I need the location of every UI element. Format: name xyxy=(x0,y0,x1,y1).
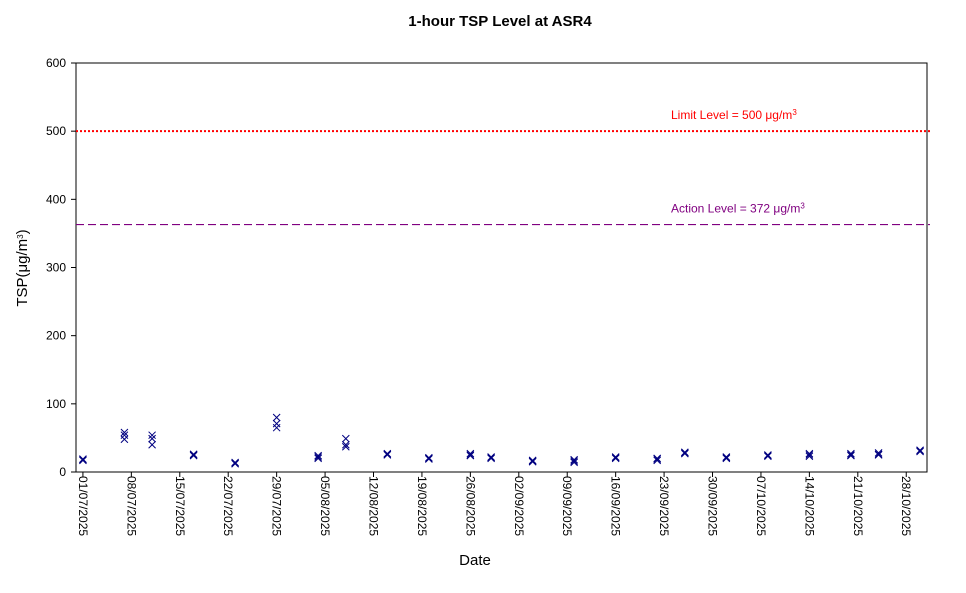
data-point xyxy=(722,454,731,463)
data-point xyxy=(805,452,814,461)
data-point xyxy=(611,453,620,462)
x-tick-label: 12/08/2025 xyxy=(367,476,381,536)
data-point xyxy=(425,455,433,463)
x-tick-label: 15/07/2025 xyxy=(173,476,187,536)
data-point xyxy=(341,434,350,443)
limit-level-label: Limit Level = 500 μg/m3 xyxy=(671,108,797,123)
x-tick-label: 01/07/2025 xyxy=(76,476,90,536)
x-axis: 01/07/2025 08/07/2025 15/07/2025 22/07/2025… xyxy=(76,472,913,536)
y-axis-label: TSP(μg/m3) xyxy=(14,229,31,306)
data-point xyxy=(528,456,537,465)
plot-area xyxy=(75,62,928,473)
data-point xyxy=(120,428,129,437)
data-point xyxy=(874,450,883,459)
x-axis-label: Date xyxy=(459,552,491,569)
x-tick-label: 09/09/2025 xyxy=(560,476,574,536)
data-point xyxy=(570,458,578,467)
action-level-label: Action Level = 372 μg/m3 xyxy=(671,201,805,216)
y-tick-label: 100 xyxy=(46,397,66,411)
x-tick-label: 08/07/2025 xyxy=(124,476,138,536)
x-tick-label: 22/07/2025 xyxy=(221,476,235,536)
x-tick-label: 02/09/2025 xyxy=(512,476,526,536)
data-point xyxy=(570,455,578,464)
y-tick-label: 300 xyxy=(46,261,66,275)
y-tick-label: 0 xyxy=(59,465,66,479)
data-point xyxy=(189,451,198,459)
data-point xyxy=(653,454,662,463)
y-axis-label-main: TSP(μg/m xyxy=(14,239,31,307)
data-point xyxy=(722,453,731,461)
y-axis-label-end: ) xyxy=(14,229,31,234)
chart-title: 1-hour TSP Level at ASR4 xyxy=(408,13,592,30)
data-point xyxy=(847,451,855,459)
data-point xyxy=(79,455,87,463)
data-point xyxy=(79,456,87,465)
data-point xyxy=(120,431,129,440)
y-axis: 0 100 200 300 400 500 600 xyxy=(46,56,76,479)
data-point xyxy=(383,450,392,459)
x-tick-label: 23/09/2025 xyxy=(657,476,671,536)
y-axis-label-sup: 3 xyxy=(16,234,25,239)
data-point xyxy=(148,440,156,449)
data-point xyxy=(528,457,537,466)
data-point xyxy=(653,456,662,465)
data-point xyxy=(314,454,323,463)
data-point xyxy=(272,413,281,422)
data-point xyxy=(805,451,814,459)
data-points xyxy=(79,413,924,468)
x-tick-label: 14/10/2025 xyxy=(802,476,816,536)
x-tick-label: 07/10/2025 xyxy=(754,476,768,536)
x-tick-label: 21/10/2025 xyxy=(851,476,865,536)
x-tick-label: 29/07/2025 xyxy=(270,476,284,536)
x-tick-label: 28/10/2025 xyxy=(899,476,913,536)
x-tick-label: 26/08/2025 xyxy=(463,476,477,536)
data-point xyxy=(148,431,156,440)
data-point xyxy=(874,449,883,457)
data-point xyxy=(466,451,475,459)
data-point xyxy=(680,449,689,458)
data-point xyxy=(314,451,323,460)
x-tick-label: 05/08/2025 xyxy=(318,476,332,536)
data-point xyxy=(487,453,495,462)
data-point xyxy=(231,459,239,468)
y-tick-label: 400 xyxy=(46,192,66,206)
data-point xyxy=(916,447,924,455)
y-tick-label: 600 xyxy=(46,56,66,70)
data-point xyxy=(272,419,281,428)
data-point xyxy=(466,449,475,458)
reference-lines: Limit Level = 500 μg/m3 Action Level = 37… xyxy=(76,108,930,226)
data-point xyxy=(314,453,323,461)
x-tick-label: 19/08/2025 xyxy=(415,476,429,536)
data-point xyxy=(764,451,772,460)
y-tick-label: 200 xyxy=(46,329,66,343)
data-point xyxy=(570,457,578,465)
y-tick-label: 500 xyxy=(46,124,66,138)
data-point xyxy=(120,435,129,444)
data-point xyxy=(847,449,855,458)
data-point xyxy=(148,434,156,443)
data-point xyxy=(805,449,814,458)
data-point xyxy=(341,442,350,451)
x-tick-label: 16/09/2025 xyxy=(609,476,623,536)
data-point xyxy=(341,440,350,449)
x-tick-label: 30/09/2025 xyxy=(706,476,720,536)
data-point xyxy=(272,423,281,432)
